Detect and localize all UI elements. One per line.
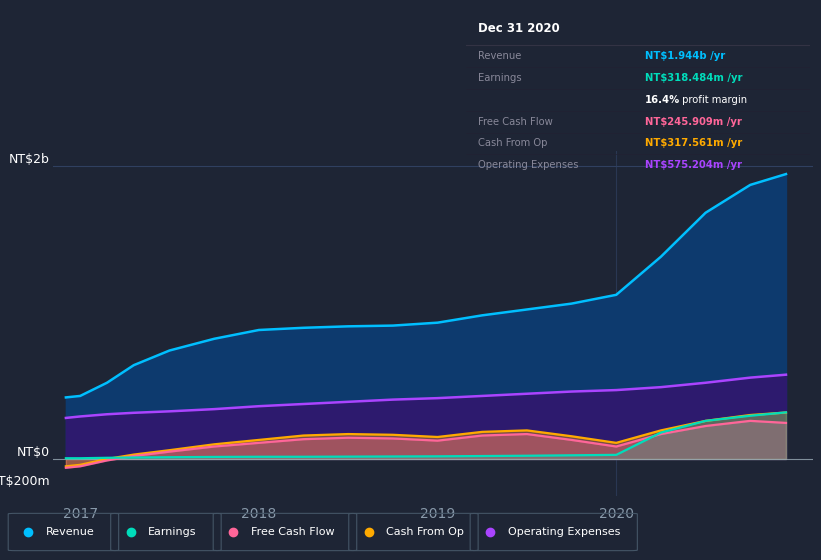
Text: -NT$200m: -NT$200m: [0, 475, 49, 488]
Text: Operating Expenses: Operating Expenses: [507, 527, 620, 537]
Text: NT$317.561m /yr: NT$317.561m /yr: [644, 138, 742, 148]
Text: NT$245.909m /yr: NT$245.909m /yr: [644, 116, 741, 127]
Text: Dec 31 2020: Dec 31 2020: [478, 22, 559, 35]
Text: Operating Expenses: Operating Expenses: [478, 160, 578, 170]
Text: Earnings: Earnings: [478, 73, 521, 83]
Text: Revenue: Revenue: [46, 527, 94, 537]
Text: Free Cash Flow: Free Cash Flow: [250, 527, 334, 537]
Text: profit margin: profit margin: [679, 95, 747, 105]
Text: Free Cash Flow: Free Cash Flow: [478, 116, 553, 127]
Text: NT$0: NT$0: [16, 446, 49, 459]
Text: NT$318.484m /yr: NT$318.484m /yr: [644, 73, 742, 83]
Text: NT$1.944b /yr: NT$1.944b /yr: [644, 51, 725, 60]
Text: NT$575.204m /yr: NT$575.204m /yr: [644, 160, 742, 170]
Text: NT$2b: NT$2b: [9, 153, 49, 166]
Text: Earnings: Earnings: [148, 527, 197, 537]
Text: Cash From Op: Cash From Op: [386, 527, 464, 537]
Text: Cash From Op: Cash From Op: [478, 138, 547, 148]
Text: 16.4%: 16.4%: [644, 95, 680, 105]
Text: Revenue: Revenue: [478, 51, 521, 60]
